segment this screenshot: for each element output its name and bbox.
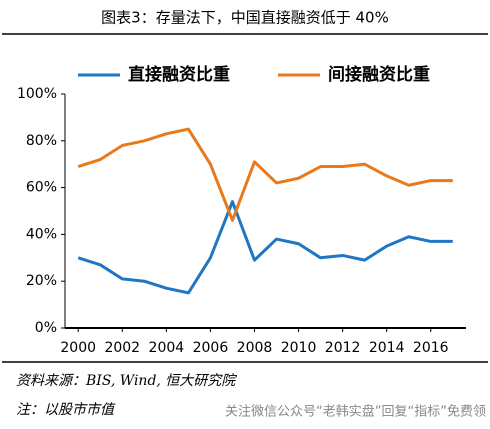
series-line <box>77 200 453 295</box>
x-tick-label: 2008 <box>237 340 273 356</box>
x-tick-label: 2016 <box>413 340 449 356</box>
x-tick-label: 2002 <box>104 340 140 356</box>
x-tick-label: 2006 <box>193 340 229 356</box>
note: 注：以股市市值 <box>16 402 116 418</box>
y-tick-label: 40% <box>26 226 57 242</box>
x-tick-label: 2014 <box>369 340 405 356</box>
y-tick-label: 100% <box>17 86 57 102</box>
y-tick-label: 20% <box>26 273 57 289</box>
x-tick-label: 2012 <box>325 340 361 356</box>
series-line <box>77 127 453 222</box>
watermark: 关注微信公众号“老韩实盘”回复“指标”免费领 <box>225 404 486 420</box>
chart-title: 图表3：存量法下，中国直接融资低于 40% <box>101 9 389 27</box>
x-tick-label: 2004 <box>149 340 185 356</box>
y-tick-label: 80% <box>26 133 57 149</box>
source: 资料来源：BIS, Wind, 恒大研究院 <box>16 373 237 389</box>
legend-label: 间接融资比重 <box>328 64 430 85</box>
legend-label: 直接融资比重 <box>128 64 230 85</box>
x-tick-label: 2000 <box>60 340 96 356</box>
y-tick-label: 0% <box>35 320 57 336</box>
y-tick-label: 60% <box>26 180 57 196</box>
x-tick-label: 2010 <box>281 340 317 356</box>
